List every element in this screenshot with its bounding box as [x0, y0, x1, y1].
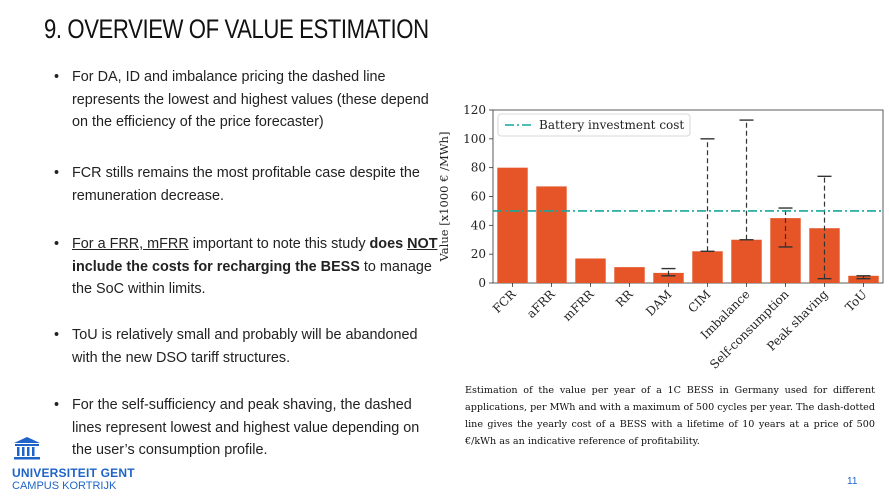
university-logo-icon	[14, 437, 40, 460]
x-tick-label: FCR	[490, 287, 519, 316]
y-axis-label: Value [x1000 € /MWh]	[437, 132, 451, 263]
bar-tou	[848, 275, 879, 283]
bullet-fcr: FCR stills remains the most profitable c…	[50, 162, 442, 207]
bar-cim	[692, 251, 723, 283]
y-tick-label: 60	[471, 190, 486, 204]
y-tick-label: 120	[463, 103, 486, 117]
y-tick-label: 80	[471, 161, 486, 175]
y-tick-label: 0	[478, 276, 486, 290]
page-number: 11	[847, 476, 858, 487]
legend-label: Battery investment cost	[539, 118, 684, 132]
x-tick-label: RR	[613, 287, 636, 310]
bar-rr	[614, 267, 645, 283]
x-tick-label: ToU	[842, 287, 869, 314]
slide-title: 9. OVERVIEW OF VALUE ESTIMATION	[44, 14, 429, 44]
bar-imbalance	[731, 239, 762, 283]
legend-box	[497, 113, 691, 137]
x-tick-label: mFRR	[560, 287, 597, 324]
logo-campus-name: CAMPUS KORTRIJK	[12, 480, 117, 492]
bullet-self-sufficiency: For the self-sufficiency and peak shavin…	[50, 394, 442, 462]
y-tick-label: 100	[463, 132, 486, 146]
bar-fcr	[497, 167, 528, 283]
bullet-tou: ToU is relatively small and probably wil…	[50, 324, 442, 369]
bar-mfrr	[575, 258, 606, 283]
chart-caption: Estimation of the value per year of a 1C…	[465, 385, 875, 447]
x-tick-label: aFRR	[524, 287, 558, 321]
y-tick-label: 40	[471, 218, 486, 232]
x-tick-label: CIM	[685, 287, 713, 315]
bullet-afrr-not: NOT	[407, 236, 438, 252]
bullet-afrr-plain1: important to note this study	[188, 236, 370, 252]
x-tick-label: DAM	[643, 287, 675, 319]
bullet-afrr-note: For a FRR, mFRR important to note this s…	[50, 233, 442, 301]
y-tick-label: 20	[471, 247, 486, 261]
bar-afrr	[536, 186, 567, 283]
value-bar-chart: 0 20 40 60 80 100 120 Value [x1000 € /MWh] FCR aF…	[437, 103, 884, 372]
bullet-forecast-range: For DA, ID and imbalance pricing the das…	[50, 66, 442, 134]
bullet-afrr-plain2: to manage the SoC within limits.	[72, 258, 432, 298]
bar-dam	[653, 272, 684, 283]
bullet-afrr-bold2: include the costs for recharging the BES…	[72, 258, 360, 275]
logo-university-name: UNIVERSITEIT GENT	[12, 466, 135, 480]
bullet-afrr-underlined: For a FRR, mFRR	[72, 236, 189, 252]
bullet-afrr-bold1: does	[369, 236, 408, 252]
